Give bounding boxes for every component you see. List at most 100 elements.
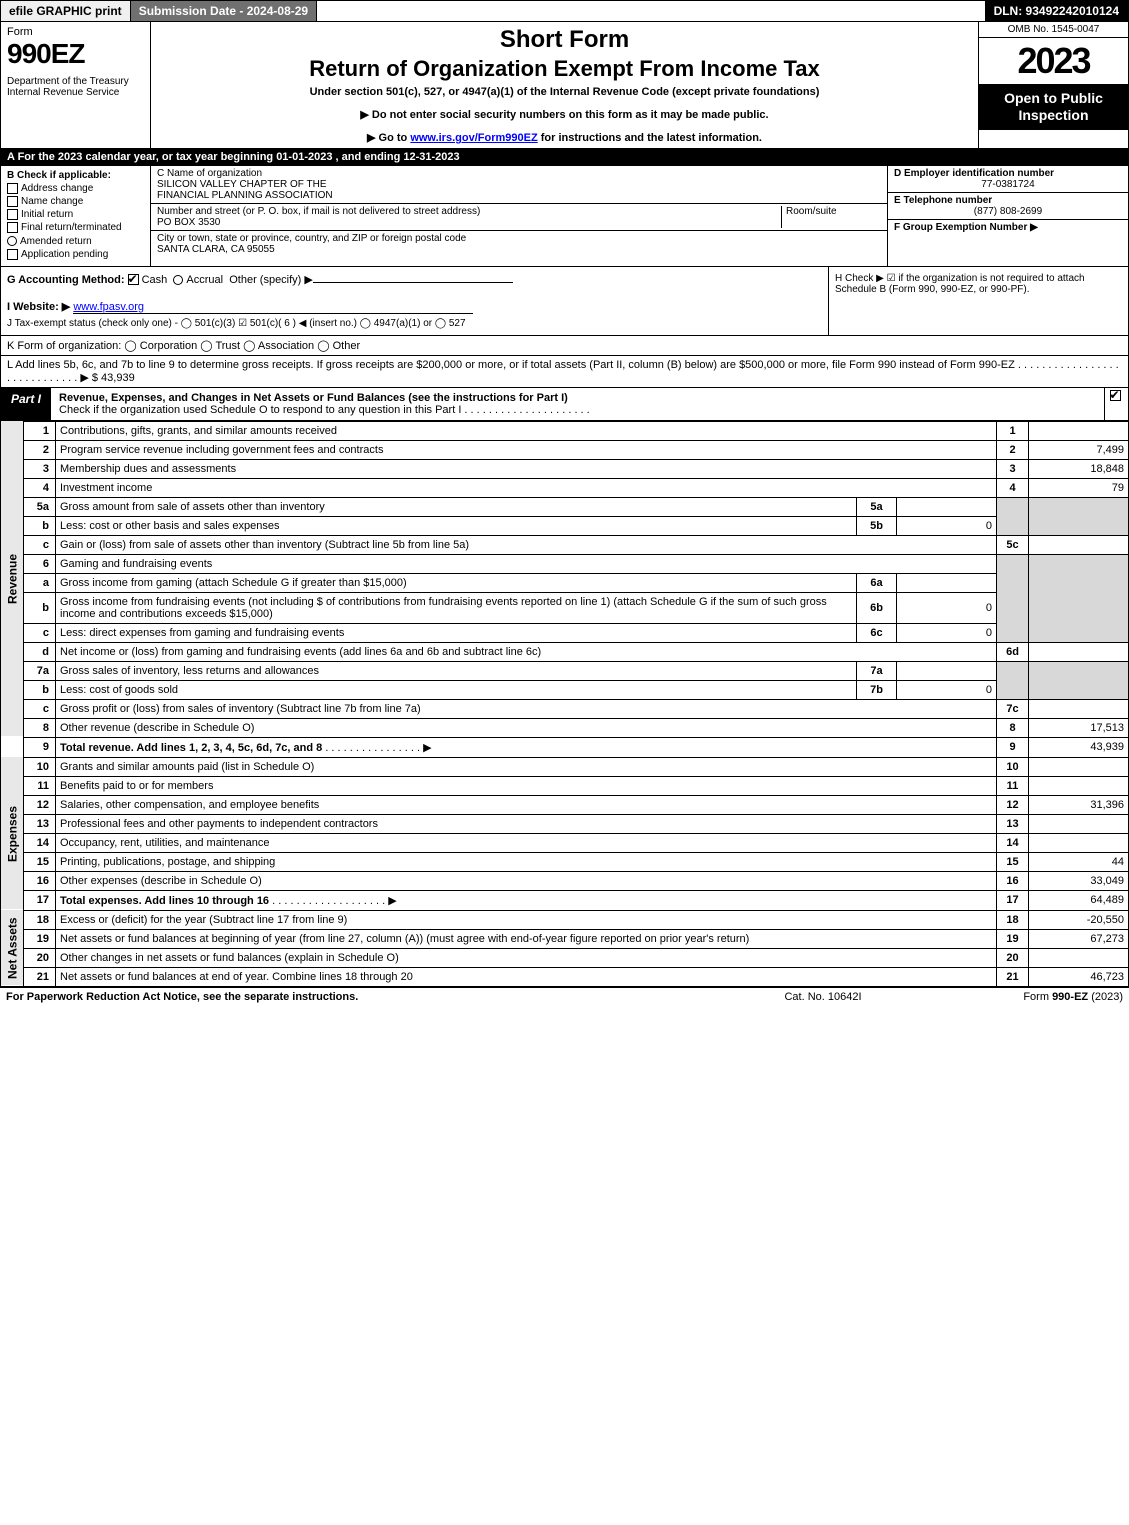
row-20-val bbox=[1029, 948, 1129, 967]
row-6b-sv: 0 bbox=[897, 592, 997, 623]
gh-left: G Accounting Method: Cash Accrual Other … bbox=[1, 267, 828, 335]
footer-left: For Paperwork Reduction Act Notice, see … bbox=[6, 991, 723, 1003]
open-to-public: Open to Public Inspection bbox=[979, 84, 1128, 130]
org-street: PO BOX 3530 bbox=[157, 217, 781, 228]
f-group-exempt: F Group Exemption Number ▶ bbox=[888, 220, 1128, 235]
footer-form: Form 990-EZ (2023) bbox=[923, 991, 1123, 1003]
row-6c-desc: Less: direct expenses from gaming and fu… bbox=[56, 623, 857, 642]
section-b: B Check if applicable: Address change Na… bbox=[1, 166, 151, 266]
website-link[interactable]: www.fpasv.org bbox=[73, 301, 473, 314]
chk-pending[interactable]: Application pending bbox=[7, 249, 144, 260]
c-street-row: Number and street (or P. O. box, if mail… bbox=[151, 204, 887, 231]
link-note: ▶ Go to www.irs.gov/Form990EZ for instru… bbox=[159, 131, 970, 144]
header-mid: Short Form Return of Organization Exempt… bbox=[151, 22, 978, 148]
row-3-val: 18,848 bbox=[1029, 459, 1129, 478]
c-name-row: C Name of organization SILICON VALLEY CH… bbox=[151, 166, 887, 204]
row-4-val: 79 bbox=[1029, 478, 1129, 497]
form-header: Form 990EZ Department of the Treasury In… bbox=[0, 22, 1129, 149]
row-10-val bbox=[1029, 757, 1129, 776]
org-city: SANTA CLARA, CA 95055 bbox=[157, 244, 881, 255]
top-bar: efile GRAPHIC print Submission Date - 20… bbox=[0, 0, 1129, 22]
row-8-val: 17,513 bbox=[1029, 718, 1129, 737]
form-word: Form bbox=[7, 26, 144, 38]
efile-label: efile GRAPHIC print bbox=[1, 1, 131, 21]
row-6a-sv bbox=[897, 573, 997, 592]
d-ein: D Employer identification number 77-0381… bbox=[888, 166, 1128, 193]
row-15-desc: Printing, publications, postage, and shi… bbox=[56, 852, 997, 871]
row-18-val: -20,550 bbox=[1029, 910, 1129, 929]
part1-header: Part I Revenue, Expenses, and Changes in… bbox=[0, 388, 1129, 421]
page-footer: For Paperwork Reduction Act Notice, see … bbox=[0, 987, 1129, 1006]
row-15-val: 44 bbox=[1029, 852, 1129, 871]
row-10-desc: Grants and similar amounts paid (list in… bbox=[56, 757, 997, 776]
row-16-desc: Other expenses (describe in Schedule O) bbox=[56, 871, 997, 890]
row-5b-desc: Less: cost or other basis and sales expe… bbox=[56, 516, 857, 535]
ssn-note: ▶ Do not enter social security numbers o… bbox=[159, 108, 970, 121]
row-7a-desc: Gross sales of inventory, less returns a… bbox=[56, 661, 857, 680]
side-revenue: Revenue bbox=[1, 421, 24, 737]
row-6b-desc: Gross income from fundraising events (no… bbox=[56, 592, 857, 623]
row-4-desc: Investment income bbox=[56, 478, 997, 497]
section-c: C Name of organization SILICON VALLEY CH… bbox=[151, 166, 888, 266]
part1-title: Revenue, Expenses, and Changes in Net As… bbox=[51, 388, 1104, 420]
row-19-val: 67,273 bbox=[1029, 929, 1129, 948]
form-number: 990EZ bbox=[7, 38, 144, 70]
header-left: Form 990EZ Department of the Treasury In… bbox=[1, 22, 151, 148]
block-bcdef: B Check if applicable: Address change Na… bbox=[0, 166, 1129, 267]
row-5b-sv: 0 bbox=[897, 516, 997, 535]
chk-address[interactable]: Address change bbox=[7, 183, 144, 194]
j-tax-status: J Tax-exempt status (check only one) - ◯… bbox=[7, 318, 822, 329]
row-12-val: 31,396 bbox=[1029, 795, 1129, 814]
irs-link[interactable]: www.irs.gov/Form990EZ bbox=[410, 132, 537, 144]
chk-initial[interactable]: Initial return bbox=[7, 209, 144, 220]
row-13-desc: Professional fees and other payments to … bbox=[56, 814, 997, 833]
row-5a-desc: Gross amount from sale of assets other t… bbox=[56, 497, 857, 516]
row-11-val bbox=[1029, 776, 1129, 795]
e-phone: E Telephone number (877) 808-2699 bbox=[888, 193, 1128, 220]
row-6d-desc: Net income or (loss) from gaming and fun… bbox=[56, 642, 997, 661]
row-5a-sv bbox=[897, 497, 997, 516]
row-14-val bbox=[1029, 833, 1129, 852]
side-expenses: Expenses bbox=[1, 757, 24, 910]
row-9-desc: Total revenue. Add lines 1, 2, 3, 4, 5c,… bbox=[56, 737, 997, 757]
row-7b-sv: 0 bbox=[897, 680, 997, 699]
chk-accrual[interactable] bbox=[173, 275, 183, 285]
row-2-desc: Program service revenue including govern… bbox=[56, 440, 997, 459]
chk-final[interactable]: Final return/terminated bbox=[7, 222, 144, 233]
b-label: B Check if applicable: bbox=[7, 170, 144, 181]
side-netassets: Net Assets bbox=[1, 910, 24, 986]
row-6d-val bbox=[1029, 642, 1129, 661]
row-17-desc: Total expenses. Add lines 10 through 16 … bbox=[56, 890, 997, 910]
part1-check[interactable] bbox=[1104, 388, 1128, 420]
g-accounting: G Accounting Method: Cash Accrual Other … bbox=[7, 273, 822, 286]
row-13-val bbox=[1029, 814, 1129, 833]
row-5c-desc: Gain or (loss) from sale of assets other… bbox=[56, 535, 997, 554]
room-suite: Room/suite bbox=[781, 206, 881, 228]
chk-name[interactable]: Name change bbox=[7, 196, 144, 207]
row-2-val: 7,499 bbox=[1029, 440, 1129, 459]
c-city-row: City or town, state or province, country… bbox=[151, 231, 887, 257]
row-11-desc: Benefits paid to or for members bbox=[56, 776, 997, 795]
row-1-desc: Contributions, gifts, grants, and simila… bbox=[56, 421, 997, 440]
chk-amended[interactable]: Amended return bbox=[7, 236, 144, 247]
row-17-val: 64,489 bbox=[1029, 890, 1129, 910]
section-def: D Employer identification number 77-0381… bbox=[888, 166, 1128, 266]
row-1-val bbox=[1029, 421, 1129, 440]
dln-label: DLN: 93492242010124 bbox=[986, 1, 1128, 21]
row-7c-desc: Gross profit or (loss) from sales of inv… bbox=[56, 699, 997, 718]
row-20-desc: Other changes in net assets or fund bala… bbox=[56, 948, 997, 967]
row-7b-desc: Less: cost of goods sold bbox=[56, 680, 857, 699]
h-schedule-b: H Check ▶ ☑ if the organization is not r… bbox=[828, 267, 1128, 335]
i-website: I Website: ▶ www.fpasv.org bbox=[7, 300, 822, 314]
org-name: SILICON VALLEY CHAPTER OF THE FINANCIAL … bbox=[157, 179, 881, 201]
department: Department of the Treasury Internal Reve… bbox=[7, 76, 144, 98]
short-form-title: Short Form bbox=[159, 26, 970, 54]
part1-tag: Part I bbox=[1, 388, 51, 420]
row-3-desc: Membership dues and assessments bbox=[56, 459, 997, 478]
chk-cash[interactable] bbox=[128, 274, 139, 285]
row-19-desc: Net assets or fund balances at beginning… bbox=[56, 929, 997, 948]
row-14-desc: Occupancy, rent, utilities, and maintena… bbox=[56, 833, 997, 852]
row-6-desc: Gaming and fundraising events bbox=[56, 554, 997, 573]
row-6a-desc: Gross income from gaming (attach Schedul… bbox=[56, 573, 857, 592]
gross-receipts: 43,939 bbox=[101, 372, 135, 384]
